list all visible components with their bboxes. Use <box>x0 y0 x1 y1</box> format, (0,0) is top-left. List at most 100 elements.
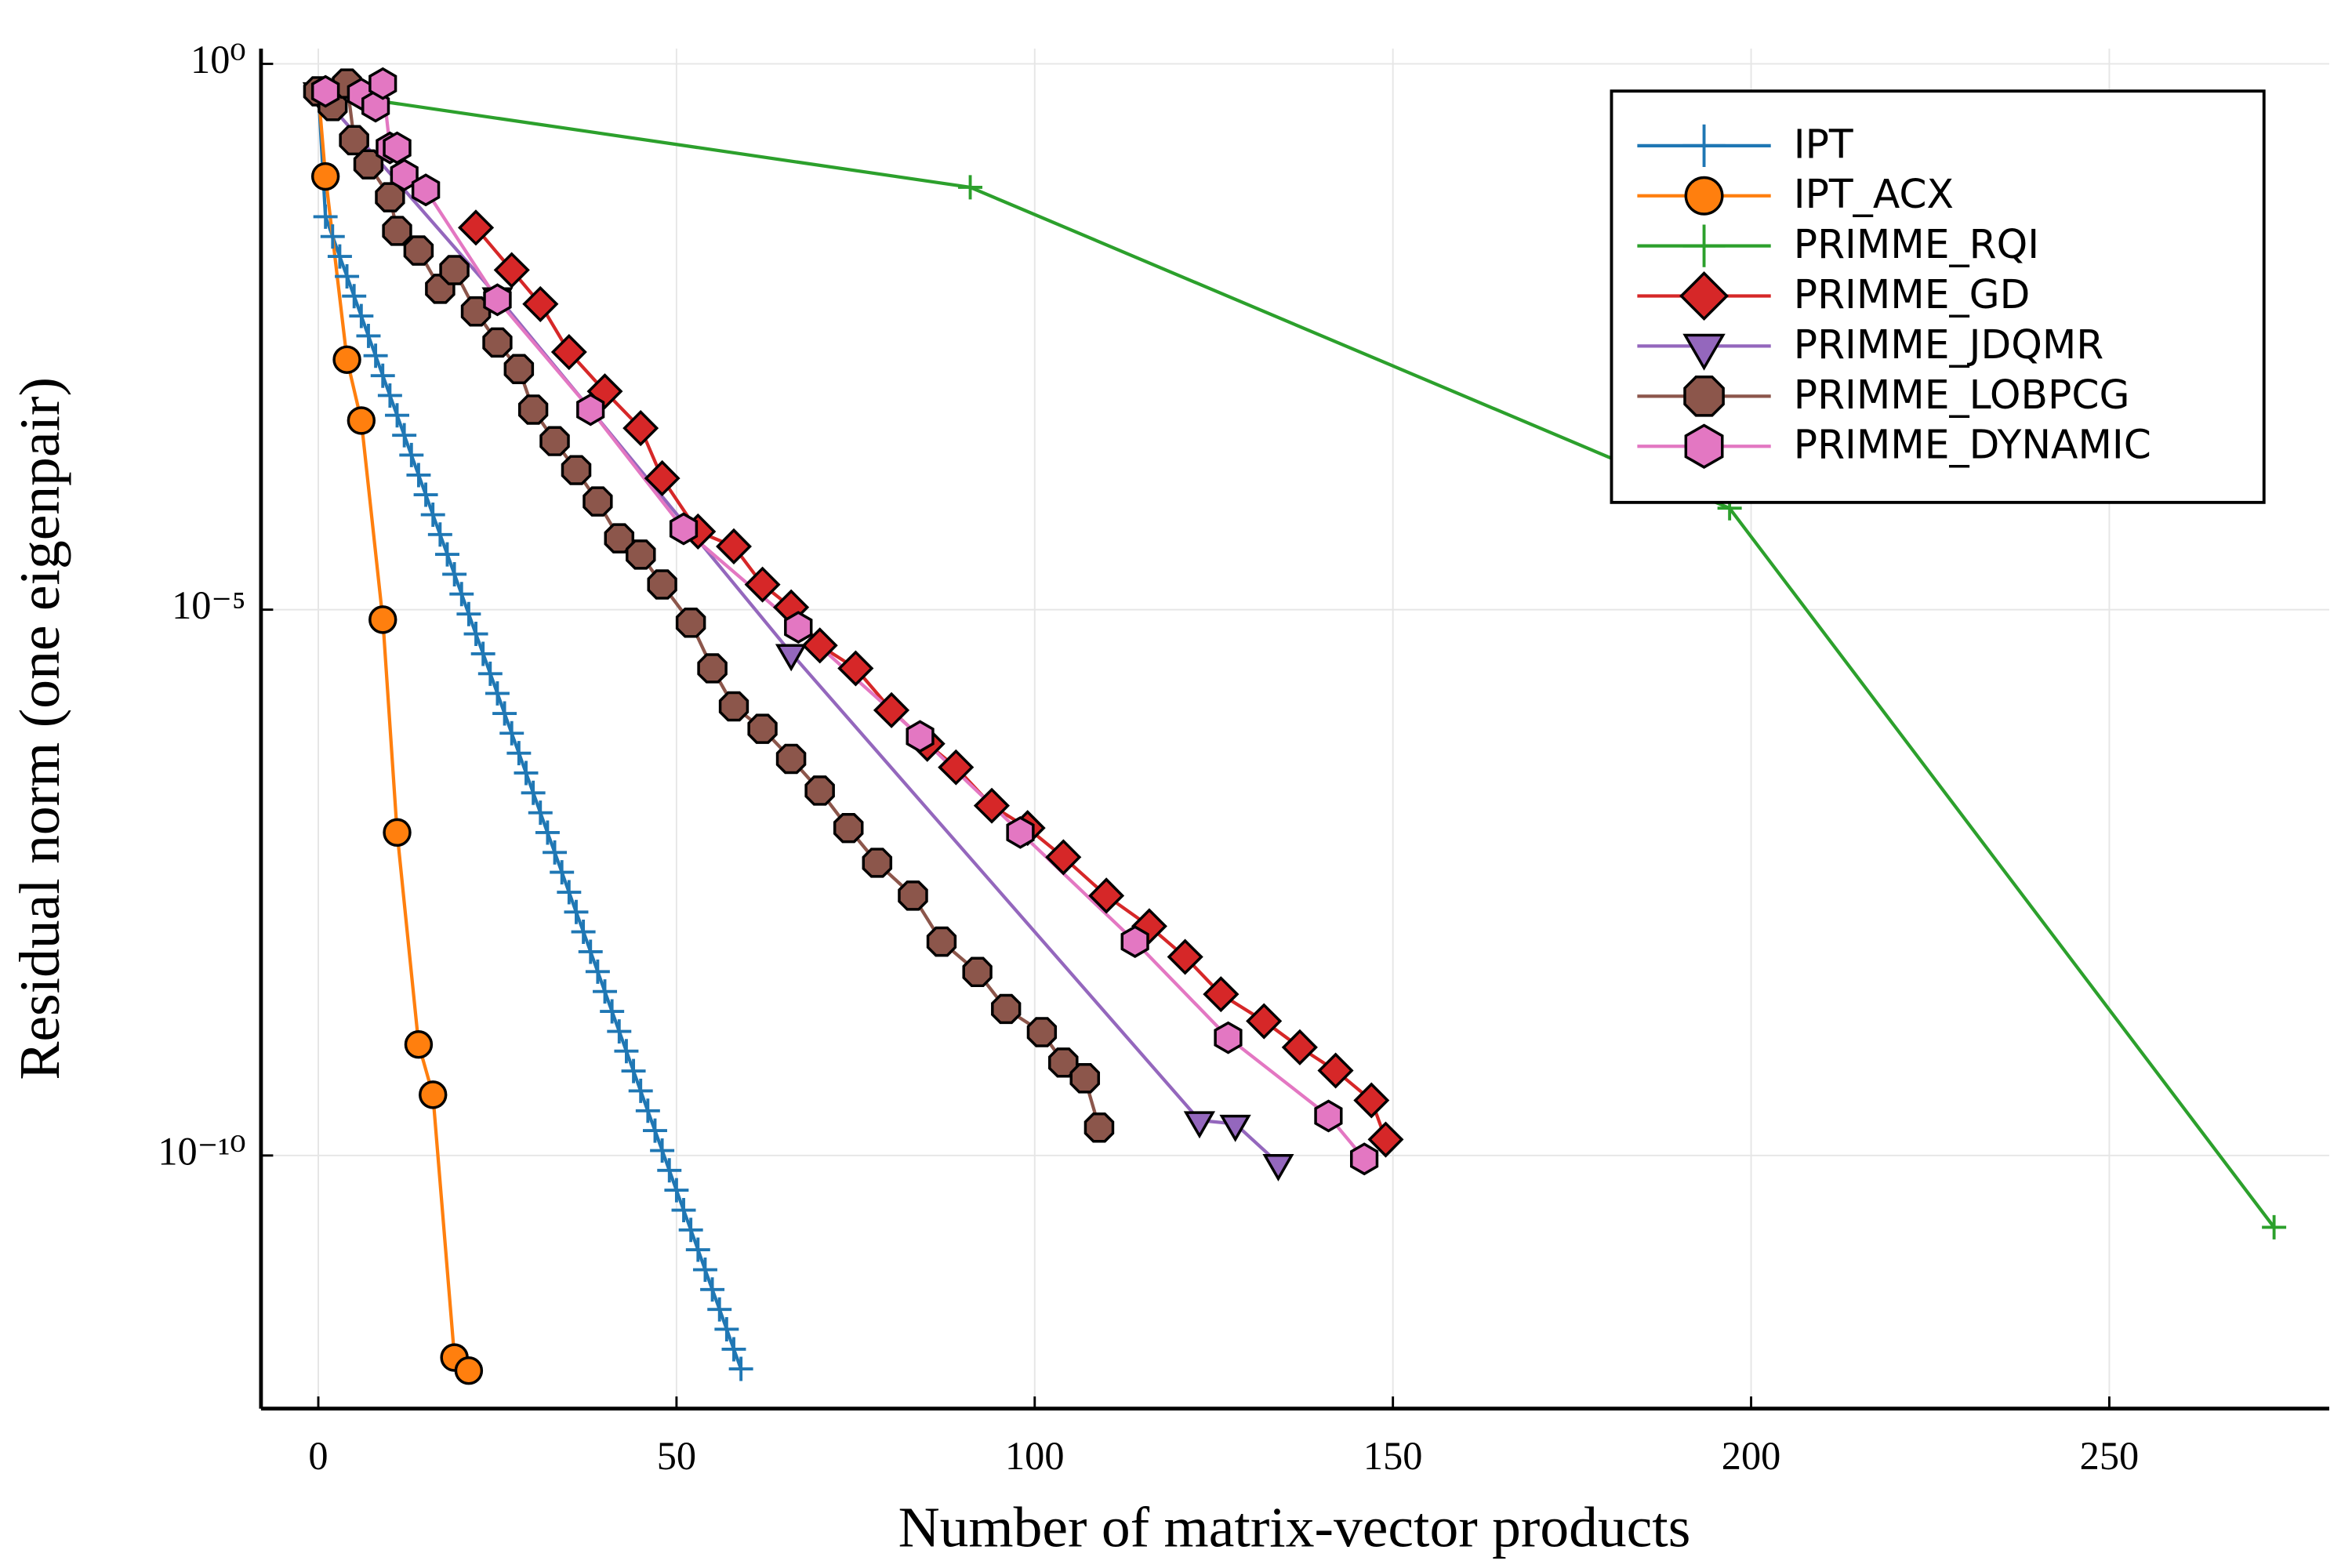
marker <box>991 993 1022 1025</box>
marker <box>347 406 376 435</box>
marker <box>962 956 993 988</box>
marker <box>404 1030 434 1059</box>
marker <box>664 1178 689 1203</box>
marker <box>1026 1017 1058 1047</box>
marker <box>499 720 524 746</box>
marker <box>383 818 412 848</box>
marker <box>383 131 412 165</box>
marker <box>390 158 419 192</box>
marker <box>685 1237 710 1262</box>
marker <box>626 539 656 570</box>
marker <box>669 512 699 546</box>
marker <box>449 582 474 607</box>
marker <box>382 216 412 246</box>
x-tick-label: 250 <box>2080 1434 2139 1478</box>
marker <box>1262 1154 1294 1181</box>
marker <box>578 939 603 964</box>
marker <box>833 812 864 844</box>
y-tick-label: 10⁰ <box>191 38 246 82</box>
marker <box>906 720 935 753</box>
marker <box>1045 839 1082 876</box>
marker <box>1682 333 1726 371</box>
marker <box>342 284 367 309</box>
marker <box>775 743 807 775</box>
marker <box>419 1080 448 1109</box>
marker <box>411 173 441 207</box>
marker <box>1684 423 1724 469</box>
marker <box>363 343 388 368</box>
marker <box>313 204 338 229</box>
marker <box>470 641 495 666</box>
marker <box>671 1198 696 1222</box>
marker <box>2262 1214 2287 1240</box>
marker <box>1314 1099 1343 1133</box>
marker <box>1219 1114 1251 1142</box>
marker <box>463 622 488 647</box>
marker <box>539 426 570 456</box>
marker <box>1048 1047 1079 1078</box>
marker <box>926 926 957 957</box>
marker <box>1088 877 1125 914</box>
marker <box>427 522 452 547</box>
marker <box>550 860 575 885</box>
marker <box>744 566 781 603</box>
marker <box>747 713 778 744</box>
y-tick-label: 10⁻⁵ <box>172 583 245 627</box>
marker <box>571 920 596 944</box>
marker <box>1246 1003 1283 1040</box>
grid <box>260 48 2329 1409</box>
marker <box>385 403 410 428</box>
series-line <box>318 90 2276 1229</box>
marker <box>707 1297 732 1322</box>
marker <box>583 486 613 517</box>
marker <box>628 1078 653 1103</box>
marker <box>339 125 369 156</box>
marker <box>1353 1082 1390 1119</box>
marker <box>1317 1052 1354 1089</box>
x-tick-label: 0 <box>308 1434 328 1478</box>
axes: 0 50 100 150 200 250 10⁰ 10⁻⁵ 10⁻¹⁰ <box>158 38 2329 1478</box>
x-axis-label: Number of matrix-vector products <box>898 1494 1691 1559</box>
marker <box>1083 1112 1115 1143</box>
marker <box>635 1098 660 1123</box>
legend-label: PRIMME_RQI <box>1794 221 2039 267</box>
marker <box>621 1058 646 1083</box>
marker <box>514 760 539 786</box>
marker <box>1183 1111 1216 1139</box>
marker <box>522 285 559 322</box>
marker <box>716 528 752 564</box>
marker <box>482 327 513 358</box>
marker <box>439 255 470 285</box>
marker <box>1684 176 1724 216</box>
marker <box>406 463 431 488</box>
marker <box>368 67 397 100</box>
y-tick-label: 10⁻¹⁰ <box>158 1129 245 1173</box>
marker <box>784 611 813 644</box>
marker <box>492 701 517 726</box>
plot-area <box>302 67 2287 1385</box>
marker <box>700 1277 725 1302</box>
marker <box>678 1218 703 1243</box>
marker <box>1006 815 1035 849</box>
marker <box>327 244 352 269</box>
marker <box>604 523 635 554</box>
marker <box>642 1118 667 1143</box>
marker <box>517 394 549 425</box>
y-axis-label: Residual norm (one eigenpair) <box>7 377 71 1080</box>
marker <box>349 303 374 328</box>
marker <box>837 650 874 687</box>
x-tick-label: 200 <box>1722 1434 1780 1478</box>
marker <box>576 393 605 426</box>
marker <box>493 252 530 289</box>
marker <box>1683 375 1725 417</box>
marker <box>564 899 589 924</box>
legend-label: PRIMME_GD <box>1794 271 2031 318</box>
marker <box>550 333 587 371</box>
marker <box>1167 938 1203 975</box>
marker <box>1682 224 1726 267</box>
marker <box>593 979 617 1004</box>
marker <box>586 373 623 410</box>
marker <box>721 1337 746 1362</box>
marker <box>503 354 535 385</box>
